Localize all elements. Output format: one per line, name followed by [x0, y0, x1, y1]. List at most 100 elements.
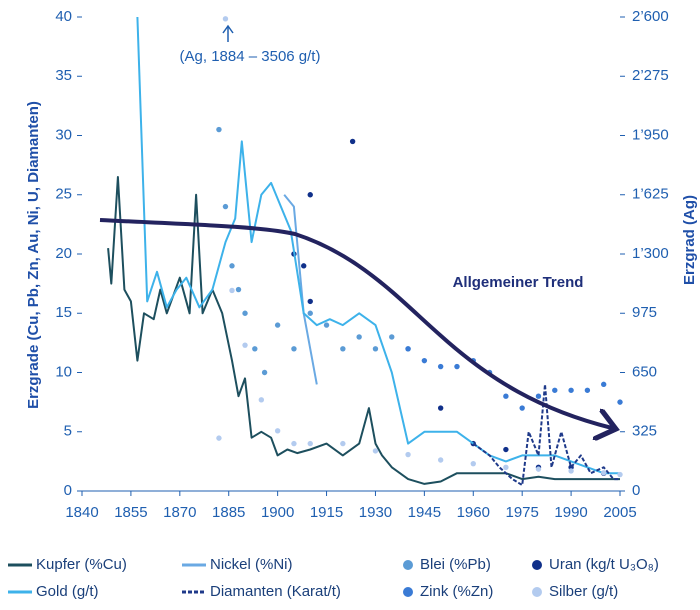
point — [421, 357, 428, 364]
legend-swatch — [532, 587, 542, 597]
point — [437, 457, 444, 463]
legend-swatch — [403, 560, 413, 570]
point — [252, 346, 258, 352]
point — [349, 138, 356, 145]
point — [242, 310, 248, 316]
y2-tick-label: 2’275 — [632, 67, 669, 84]
point — [568, 468, 574, 474]
x-tick-label: 1930 — [359, 504, 392, 521]
point — [229, 263, 235, 269]
annotation: (Ag, 1884 – 3506 g/t) — [180, 48, 321, 65]
y-tick-label: 30 — [55, 126, 72, 143]
point — [600, 381, 607, 388]
point — [261, 369, 268, 376]
y-axis-label: Erzgrade (Cu, Pb, Zn, Au, Ni, U, Diamant… — [25, 101, 42, 409]
point — [323, 322, 330, 328]
series-line — [472, 383, 620, 487]
y2-tick-label: 1’300 — [632, 245, 669, 262]
point — [535, 393, 542, 399]
point — [584, 387, 591, 393]
point — [568, 387, 574, 393]
point — [274, 322, 281, 328]
point — [291, 346, 297, 352]
point — [307, 310, 313, 316]
x-tick-label: 1885 — [212, 504, 245, 521]
legend-swatch — [532, 560, 542, 570]
series-line — [283, 194, 318, 385]
x-tick-label: 1900 — [261, 504, 294, 521]
point — [503, 464, 509, 470]
point — [291, 440, 297, 447]
x-tick-label: 1855 — [114, 504, 147, 521]
y2-tick-label: 2’600 — [632, 8, 669, 25]
legend-label: Diamanten (Karat/t) — [210, 583, 341, 600]
y2-axis-label: Erzgrad (Ag) — [681, 195, 698, 285]
y-tick-label: 15 — [55, 304, 72, 321]
point — [405, 346, 411, 352]
y2-tick-label: 975 — [632, 304, 657, 321]
x-tick-label: 1975 — [505, 504, 538, 521]
point — [405, 451, 411, 458]
plot-area: 1840 1855 1870 1885 1900 1915 1930 1945 1960 1975… — [8, 8, 669, 600]
point — [356, 334, 362, 340]
point — [307, 440, 313, 447]
x-tick-label: 1960 — [457, 504, 490, 521]
point — [372, 346, 379, 352]
point — [222, 203, 229, 210]
y-tick-label: 35 — [55, 67, 72, 84]
x-tick-label: 1945 — [408, 504, 441, 521]
legend-label: Gold (g/t) — [36, 583, 99, 600]
y2-tick-label: 1’950 — [632, 126, 669, 143]
point — [552, 387, 558, 393]
legend-label: Zink (%Zn) — [420, 583, 493, 600]
point — [454, 363, 460, 370]
point — [600, 470, 607, 476]
series-line — [136, 16, 620, 475]
point — [216, 435, 222, 441]
legend-label: Blei (%Pb) — [420, 556, 491, 573]
point — [235, 286, 242, 293]
point — [242, 342, 248, 348]
point — [519, 405, 525, 411]
y-tick-label: 40 — [55, 8, 72, 25]
x-tick-label: 1870 — [163, 504, 196, 521]
point — [470, 460, 476, 467]
x-tick-label: 1990 — [554, 504, 587, 521]
x-tick-label: 1840 — [65, 504, 98, 521]
y-tick-label: 0 — [64, 482, 72, 499]
point — [437, 405, 444, 411]
point — [301, 263, 307, 269]
trend-arrow — [99, 218, 612, 428]
y2-tick-label: 650 — [632, 363, 657, 380]
y-tick-label: 20 — [55, 245, 72, 262]
legend-label: Kupfer (%Cu) — [36, 556, 127, 573]
y-tick-label: 5 — [64, 423, 72, 440]
point — [617, 399, 623, 405]
x-tick-label: 1915 — [310, 504, 343, 521]
legend-label: Silber (g/t) — [549, 583, 618, 600]
point — [437, 363, 444, 370]
point — [229, 287, 235, 294]
y2-tick-label: 1’625 — [632, 186, 669, 203]
point — [307, 192, 313, 198]
point — [222, 16, 229, 22]
x-tick-label: 2005 — [603, 504, 636, 521]
point — [274, 428, 281, 434]
y-tick-label: 10 — [55, 363, 72, 380]
legend-swatch — [403, 587, 413, 597]
point — [503, 393, 509, 399]
series-line — [107, 176, 620, 485]
point — [307, 298, 313, 305]
y2-tick-label: 0 — [632, 482, 640, 499]
annotation-arrow-head — [222, 24, 234, 34]
legend-label: Uran (kg/t U₃O₈) — [549, 556, 659, 573]
annotation: Allgemeiner Trend — [453, 274, 584, 291]
point — [535, 466, 542, 472]
legend-label: Nickel (%Ni) — [210, 556, 293, 573]
point — [216, 126, 222, 133]
y2-tick-label: 325 — [632, 423, 657, 440]
point — [503, 446, 509, 453]
point — [340, 440, 346, 447]
series-group — [107, 16, 623, 487]
